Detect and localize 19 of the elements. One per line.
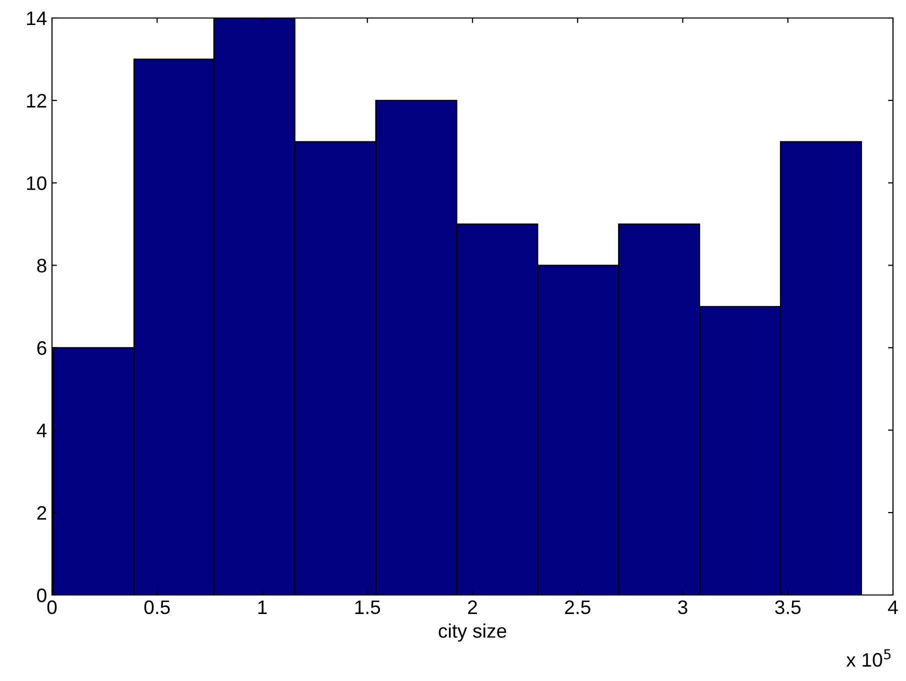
x-axis-title: city size	[438, 624, 506, 642]
x-tick-label: 2.5	[565, 600, 590, 614]
y-tick-label: 6	[37, 341, 46, 355]
x-tick-label: 1.5	[355, 600, 380, 614]
y-tick-label: 12	[26, 94, 46, 108]
y-tick-label: 2	[37, 506, 46, 520]
x-tick-label: 0	[47, 600, 57, 614]
y-tick-label: 10	[26, 176, 46, 190]
y-tick-label: 0	[37, 588, 46, 602]
x-tick-label: 4	[888, 600, 898, 614]
x-tick-label: 0.5	[144, 600, 170, 614]
x-tick-label: 3.5	[775, 600, 801, 614]
y-tick-label: 4	[36, 424, 47, 438]
text: x 10$^{5}$	[846, 649, 891, 667]
x-tick-label: 2	[468, 600, 477, 614]
x-tick-label: 3	[678, 600, 688, 614]
x-tick-label: 1	[258, 600, 267, 614]
y-tick-label: 14	[26, 12, 47, 26]
y-tick-label: 8	[37, 258, 46, 273]
